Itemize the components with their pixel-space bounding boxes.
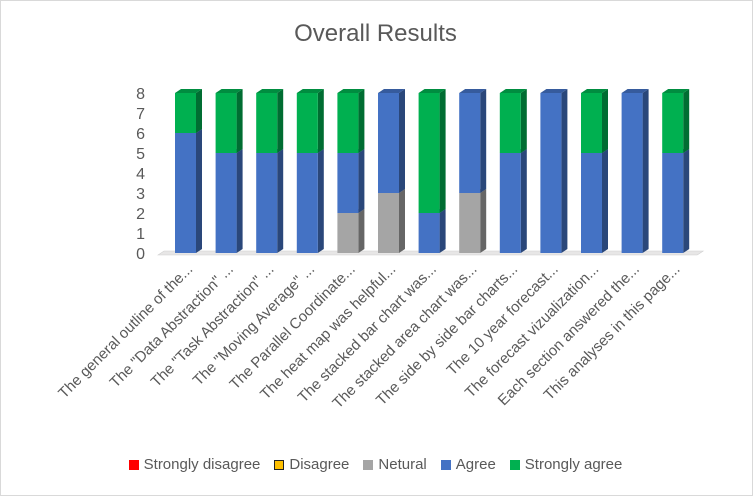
bar-side [196,89,202,133]
bar-side [236,149,243,253]
bar-segment [256,93,278,153]
legend-label: Disagree [289,456,350,473]
bar-top [581,89,608,93]
bar-side [317,149,324,253]
bar-segment [337,153,359,213]
legend-label: Strongly disagree [143,456,261,473]
bar-top [175,89,202,93]
bar-segment [540,93,562,253]
bar-segment [499,93,521,153]
bar-side [399,189,405,253]
bar-side [358,149,365,213]
y-tick-label: 1 [136,226,145,243]
bar-side [480,89,487,193]
bar-segment [378,193,399,253]
legend-label: Strongly agree [524,456,623,473]
legend-item: Strongly disagree [128,456,261,473]
y-tick-label: 8 [136,86,145,103]
bar-segment [378,93,399,193]
chart-legend: Strongly disagree Disagree Netural Agree Str… [0,456,751,473]
bar-segment [175,133,196,253]
bar-segment [337,93,359,153]
bar-top [256,89,284,93]
bar-segment [621,93,643,253]
legend-item: Agree [440,456,496,473]
bar-side [520,149,527,253]
y-tick-label: 4 [136,166,145,183]
legend-label: Agree [455,456,496,473]
bar-segment [337,213,359,253]
bar-segment [581,153,602,253]
legend-swatch [363,459,374,470]
y-tick-label: 0 [136,246,145,263]
bar-side [683,89,690,153]
bar-segment [296,153,318,253]
bar-top [662,89,690,93]
bar-segment [459,193,481,253]
bar-top [337,89,365,93]
bar-side [277,89,284,153]
bar-side [520,89,527,153]
bar-side [561,89,568,253]
y-tick-label: 2 [136,206,145,223]
bar-side [317,89,324,153]
bar-top [296,89,324,93]
legend-item: Netural [363,456,427,473]
bar-segment [296,93,318,153]
bar-side [602,149,608,253]
bar-side [683,149,690,253]
bar-segment [459,93,481,193]
legend-swatch [274,459,285,470]
bar-side [196,129,202,253]
bar-top [215,89,243,93]
bar-side [480,189,487,253]
bar-side [602,89,608,153]
legend-swatch [509,459,520,470]
bar-top [621,89,649,93]
bar-side [399,89,405,193]
bar-side [439,89,446,213]
bar-side [642,89,649,253]
bar-top [499,89,527,93]
bar-segment [581,93,602,153]
bar-side [236,89,243,153]
bar-segment [256,153,278,253]
bar-segment [662,93,684,153]
chart-title: Overall Results [294,20,457,47]
y-tick-label: 5 [136,146,145,163]
bar-side [277,149,284,253]
bar-top [378,89,405,93]
bar-top [418,89,446,93]
bar-side [439,209,446,253]
bar-segment [662,153,684,253]
bar-segment [418,213,440,253]
y-tick-label: 3 [136,186,145,203]
bar-segment [418,93,440,213]
bar-top [540,89,568,93]
legend-swatch [128,459,139,470]
bar-segment [499,153,521,253]
legend-label: Netural [378,456,427,473]
legend-item: Disagree [274,456,349,473]
y-tick-label: 6 [136,126,145,143]
bar-segment [215,93,237,153]
bar-segment [175,93,196,133]
legend-swatch [440,459,451,470]
bar-top [459,89,487,93]
legend-item: Strongly agree [509,456,623,473]
bar-side [358,209,365,253]
bar-segment [215,153,237,253]
bar-side [358,89,365,153]
y-tick-label: 7 [136,106,145,123]
